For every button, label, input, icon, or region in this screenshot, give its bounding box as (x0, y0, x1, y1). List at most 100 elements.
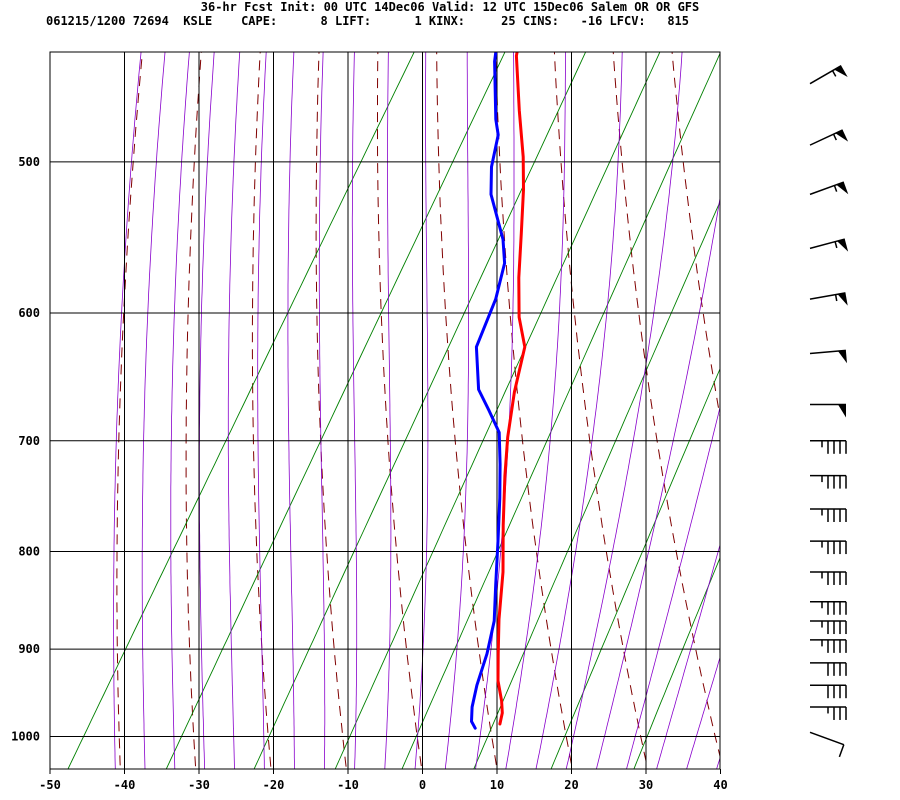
mixing-ratio-line (165, 52, 506, 769)
moist-adiabat (716, 756, 720, 769)
barb-flag (838, 404, 846, 418)
background-lines (67, 0, 900, 785)
temperature-tick-label: -10 (337, 778, 359, 792)
moist-adiabat (565, 52, 683, 769)
wind-barb (810, 662, 847, 676)
moist-adiabat (287, 52, 295, 769)
dry-adiabat (866, 0, 900, 785)
moist-adiabat (414, 52, 429, 769)
pressure-tick-label: 800 (18, 545, 40, 559)
wind-barb (810, 474, 847, 489)
pressure-tick-label: 500 (18, 155, 40, 169)
barb-half (833, 185, 838, 192)
mixing-ratio-line (401, 52, 720, 769)
chart-title: 36-hr Fcst Init: 00 UTC 14Dec06 Valid: 1… (201, 0, 700, 14)
mixing-ratio-line (67, 52, 415, 769)
barb-staff (809, 731, 845, 746)
barb-flag (837, 239, 849, 252)
moist-adiabat (170, 52, 190, 769)
isotherm-group (50, 52, 647, 769)
moist-adiabat (505, 52, 566, 769)
dry-adiabat (116, 52, 143, 769)
dry-adiabat (251, 52, 272, 769)
moist-adiabat (535, 52, 623, 769)
wind-barbs (809, 65, 849, 758)
dry-adiabat (553, 52, 649, 769)
barb-flag (836, 182, 849, 195)
moist-adiabat (199, 52, 215, 769)
temperature-profile (496, 52, 527, 726)
wind-barb (809, 292, 848, 306)
wind-barb (809, 181, 849, 196)
moist-adiabat (444, 52, 469, 769)
barb-half (832, 133, 837, 141)
moist-adiabat (742, 0, 900, 785)
plot-frame (49, 51, 721, 770)
dry-adiabat (315, 52, 347, 769)
wind-barb (809, 349, 847, 364)
wind-barb (810, 639, 847, 653)
barb-flag (835, 129, 849, 142)
mixing-ratio-line (253, 52, 587, 769)
temperature-tick-label: -50 (39, 778, 61, 792)
barb-staff (809, 129, 843, 146)
stability-indices: 061215/1200 72694 KSLE CAPE: 8 LIFT: 1 K… (46, 14, 689, 28)
moist-adiabat (686, 656, 720, 769)
temperature-axis: -50 -40 -30 -20 -10 0 10 20 30 40 (39, 769, 728, 792)
dry-adiabat (436, 52, 498, 769)
wind-barb (810, 571, 847, 585)
pressure-tick-label: 900 (18, 642, 40, 656)
wind-barb (810, 508, 847, 522)
moist-adiabat (227, 52, 241, 769)
barb-full (838, 744, 845, 758)
dry-adiabat (760, 0, 900, 785)
temperature-tick-label: 20 (564, 778, 578, 792)
moist-adiabat (351, 52, 358, 769)
wind-barb (809, 731, 845, 758)
pressure-tick-label: 700 (18, 434, 40, 448)
barb-staff (809, 292, 846, 300)
pressure-tick-label: 1000 (11, 729, 40, 743)
dry-adiabat (185, 52, 202, 769)
wind-barb (810, 440, 847, 454)
dry-adiabat (708, 0, 879, 785)
wind-barb (810, 540, 847, 555)
wind-barb (810, 403, 846, 418)
barb-staff (809, 181, 845, 196)
moist-adiabat (626, 405, 720, 769)
barb-half (831, 70, 837, 77)
barb-half (834, 241, 838, 249)
dry-adiabat (612, 52, 720, 759)
wind-barb (809, 238, 849, 252)
moist-adiabat (656, 543, 720, 769)
wind-barb (809, 129, 849, 146)
dry-adiabat (813, 0, 900, 785)
temperature-tick-label: 40 (713, 778, 727, 792)
moist-adiabat (257, 52, 267, 769)
pressure-tick-label: 600 (18, 306, 40, 320)
barb-flag (834, 65, 848, 77)
temperature-tick-label: 10 (490, 778, 504, 792)
mixing-ratio-line (633, 556, 720, 769)
barb-flag (837, 292, 848, 306)
moist-adiabat (113, 52, 142, 769)
barb-staff (809, 349, 846, 355)
profiles (470, 52, 527, 730)
dry-adiabat (495, 52, 573, 769)
wind-barb (810, 620, 847, 635)
mixing-ratio-line (550, 367, 720, 769)
temperature-tick-label: 30 (639, 778, 653, 792)
moist-adiabat (141, 52, 166, 769)
wind-barb (810, 601, 847, 615)
pressure-axis: 4005006007008009001000 (11, 155, 40, 744)
wind-barb (810, 684, 847, 699)
wind-barb (809, 65, 848, 85)
wind-barb (810, 706, 847, 720)
moist-adiabat (318, 52, 326, 769)
temperature-tick-label: -20 (263, 778, 285, 792)
moist-adiabat (595, 196, 720, 769)
temperature-tick-label: 0 (419, 778, 426, 792)
mixing-ratio-line (473, 200, 720, 769)
mixing-ratio-line (334, 52, 661, 769)
